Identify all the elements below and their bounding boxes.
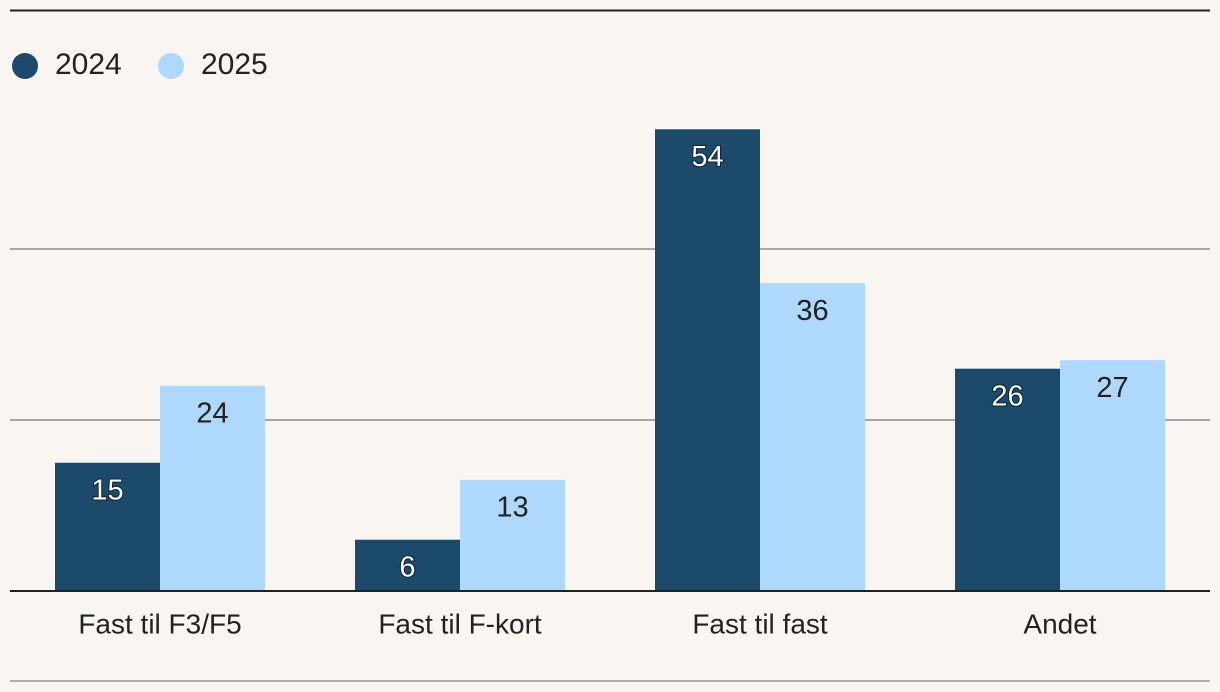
bar: [760, 283, 865, 591]
value-label: 15: [91, 474, 123, 506]
value-label: 27: [1096, 372, 1128, 404]
value-label: 13: [496, 492, 528, 524]
bar: [55, 462, 160, 591]
x-tick-label: Fast til fast: [692, 608, 828, 639]
bar: [460, 479, 565, 591]
legend-swatch: [158, 53, 184, 79]
legend-label: 2025: [201, 48, 268, 81]
legend-label: 2024: [55, 48, 122, 81]
x-tick-label: Fast til F3/F5: [78, 608, 241, 639]
x-tick-label: Andet: [1023, 608, 1096, 639]
bar: [355, 539, 460, 591]
x-tick-label: Fast til F-kort: [378, 608, 542, 639]
bar: [1060, 360, 1165, 591]
value-label: 36: [796, 295, 828, 327]
value-label: 24: [196, 397, 228, 429]
legend-swatch: [12, 53, 38, 79]
bar: [655, 129, 760, 592]
value-label: 54: [691, 141, 723, 173]
bar: [160, 385, 265, 591]
value-label: 26: [991, 380, 1023, 412]
bar: [955, 368, 1060, 591]
value-label: 6: [399, 551, 415, 583]
